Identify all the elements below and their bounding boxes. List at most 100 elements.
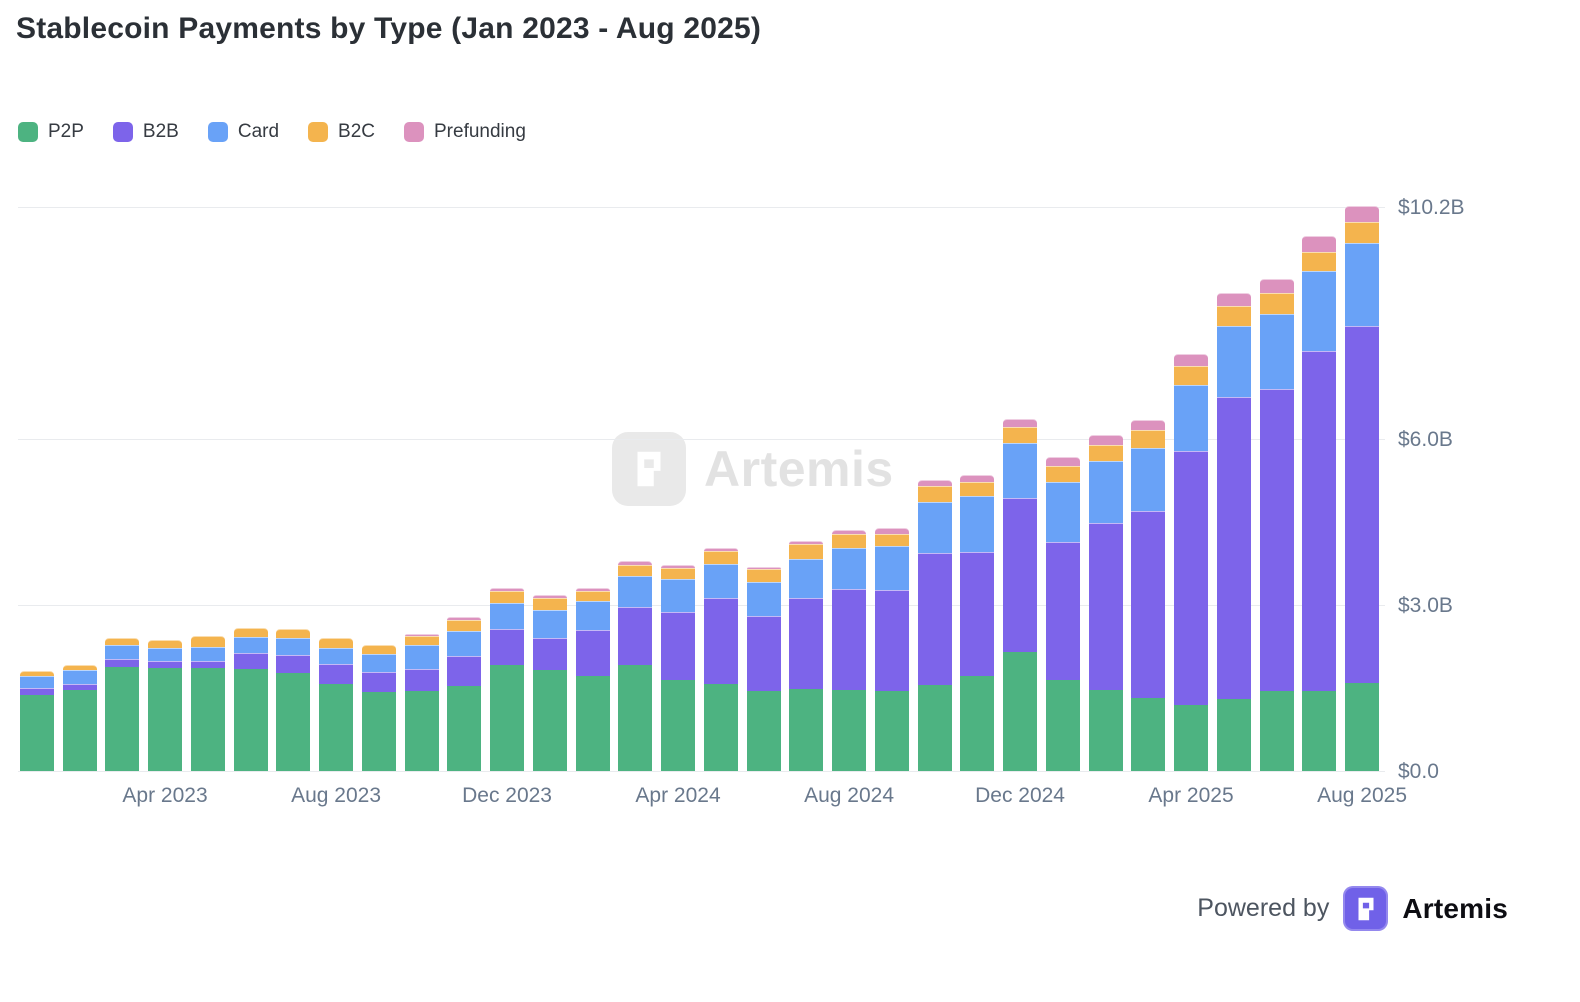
- segment-prefunding: [447, 616, 482, 621]
- segment-p2p: [1003, 651, 1038, 771]
- segment-card: [746, 581, 781, 616]
- segment-prefunding: [404, 633, 439, 637]
- segment-b2b: [190, 660, 225, 669]
- legend-item-b2b[interactable]: B2B: [112, 121, 179, 143]
- segment-b2c: [1045, 466, 1080, 483]
- segment-p2p: [1174, 704, 1209, 771]
- artemis-logo-icon[interactable]: [1343, 886, 1389, 931]
- bar-feb-2025[interactable]: [1088, 435, 1123, 771]
- segment-b2b: [361, 672, 396, 692]
- y-axis-label: $3.0B: [1398, 594, 1453, 618]
- segment-card: [1345, 243, 1380, 327]
- segment-b2b: [19, 688, 54, 695]
- segment-b2b: [832, 589, 867, 691]
- segment-card: [148, 647, 183, 661]
- segment-prefunding: [874, 528, 909, 534]
- bar-aug-2025[interactable]: [1345, 205, 1380, 771]
- bar-dec-2024[interactable]: [1003, 418, 1038, 771]
- segment-prefunding: [1174, 353, 1209, 367]
- segment-card: [1045, 482, 1080, 542]
- bar-jan-2023[interactable]: [19, 671, 54, 771]
- gridline-6: [18, 439, 1385, 441]
- segment-prefunding: [532, 595, 567, 599]
- bar-oct-2023[interactable]: [404, 633, 439, 771]
- segment-card: [618, 576, 653, 607]
- segment-p2p: [960, 676, 995, 771]
- segment-card: [917, 501, 952, 553]
- legend-item-card[interactable]: Card: [207, 121, 279, 143]
- bar-jun-2023[interactable]: [233, 628, 268, 771]
- bar-jan-2024[interactable]: [532, 595, 567, 771]
- segment-b2c: [703, 551, 738, 565]
- segment-b2c: [490, 591, 525, 604]
- bar-jul-2025[interactable]: [1302, 236, 1337, 771]
- bar-apr-2025[interactable]: [1174, 353, 1209, 771]
- segment-card: [105, 644, 140, 659]
- segment-b2c: [1345, 222, 1380, 244]
- bar-feb-2024[interactable]: [575, 587, 610, 771]
- segment-b2b: [490, 629, 525, 666]
- segment-b2c: [361, 645, 396, 655]
- segment-prefunding: [1345, 205, 1380, 223]
- bar-apr-2024[interactable]: [661, 565, 696, 771]
- bar-may-2025[interactable]: [1216, 292, 1251, 771]
- segment-b2b: [960, 552, 995, 677]
- legend-item-p2p[interactable]: P2P: [18, 121, 84, 143]
- segment-b2c: [233, 628, 268, 637]
- segment-prefunding: [575, 587, 610, 591]
- legend-item-b2c[interactable]: B2C: [308, 121, 375, 143]
- bar-jun-2025[interactable]: [1259, 279, 1294, 771]
- bar-jan-2025[interactable]: [1045, 456, 1080, 771]
- segment-b2c: [917, 486, 952, 502]
- bar-may-2023[interactable]: [190, 635, 225, 771]
- bar-dec-2023[interactable]: [490, 587, 525, 771]
- segment-b2c: [789, 544, 824, 559]
- segment-card: [233, 636, 268, 654]
- legend-swatch-b2c: [308, 122, 329, 142]
- segment-b2b: [276, 654, 311, 674]
- bar-aug-2023[interactable]: [319, 638, 354, 771]
- bar-jul-2023[interactable]: [276, 629, 311, 771]
- segment-prefunding: [960, 474, 995, 482]
- segment-b2c: [832, 533, 867, 548]
- x-axis-label-apr-2024: Apr 2024: [635, 784, 721, 807]
- legend-item-prefunding[interactable]: Prefunding: [404, 121, 526, 143]
- bar-feb-2023[interactable]: [62, 665, 97, 771]
- x-axis-label-apr-2025: Apr 2025: [1148, 784, 1234, 807]
- segment-p2p: [703, 683, 738, 771]
- bar-sep-2023[interactable]: [361, 645, 396, 771]
- segment-b2c: [190, 635, 225, 647]
- segment-b2c: [447, 620, 482, 631]
- bar-apr-2023[interactable]: [148, 639, 183, 771]
- bar-jun-2024[interactable]: [746, 566, 781, 771]
- segment-p2p: [319, 684, 354, 771]
- bar-nov-2023[interactable]: [447, 616, 482, 771]
- segment-b2c: [960, 481, 995, 497]
- legend-swatch-card: [207, 122, 228, 142]
- bar-may-2024[interactable]: [703, 548, 738, 771]
- artemis-brand-text[interactable]: Artemis: [1402, 892, 1508, 924]
- bar-oct-2024[interactable]: [917, 479, 952, 771]
- segment-b2b: [618, 606, 653, 666]
- y-axis-label: $10.2B: [1398, 196, 1465, 219]
- bar-jul-2024[interactable]: [789, 540, 824, 771]
- powered-by-footer: Powered by Artemis: [1197, 886, 1508, 931]
- segment-b2b: [62, 684, 97, 691]
- bar-mar-2025[interactable]: [1131, 419, 1166, 771]
- bar-sep-2024[interactable]: [874, 528, 909, 771]
- bar-aug-2024[interactable]: [832, 530, 867, 771]
- segment-b2b: [1045, 541, 1080, 680]
- segment-card: [19, 676, 54, 689]
- bar-nov-2024[interactable]: [960, 474, 995, 771]
- segment-b2c: [532, 598, 567, 611]
- segment-p2p: [789, 689, 824, 771]
- segment-p2p: [19, 694, 54, 771]
- segment-card: [874, 546, 909, 591]
- segment-p2p: [1216, 698, 1251, 771]
- segment-p2p: [1302, 691, 1337, 771]
- segment-b2b: [1003, 497, 1038, 652]
- bar-mar-2024[interactable]: [618, 561, 653, 771]
- bar-mar-2023[interactable]: [105, 638, 140, 771]
- segment-b2c: [1216, 305, 1251, 326]
- segment-p2p: [404, 691, 439, 771]
